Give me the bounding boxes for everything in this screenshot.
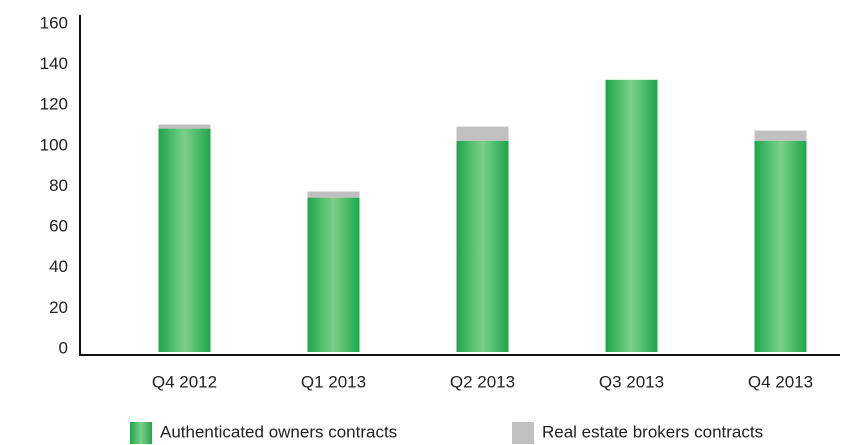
x-tick-label: Q1 2013	[301, 372, 366, 391]
bar-segment	[158, 124, 211, 129]
bar-segment	[307, 197, 360, 352]
x-tick-label: Q3 2013	[599, 372, 664, 391]
y-tick-label: 60	[49, 217, 68, 236]
bar-segment	[754, 130, 807, 141]
y-tick-label: 80	[49, 176, 68, 195]
legend-swatch	[512, 422, 534, 444]
y-tick-label: 160	[40, 13, 68, 32]
legend-label: Real estate brokers contracts	[542, 422, 763, 441]
bar-segment	[307, 191, 360, 198]
x-tick-label: Q4 2013	[748, 372, 813, 391]
bar-segment	[456, 126, 509, 141]
legend-swatch	[130, 422, 152, 444]
y-tick-label: 140	[40, 54, 68, 73]
bar-segment	[605, 79, 658, 352]
y-tick-label: 100	[40, 135, 68, 154]
x-tick-label: Q2 2013	[450, 372, 515, 391]
y-tick-label: 0	[59, 338, 68, 357]
y-tick-label: 20	[49, 298, 68, 317]
bar-segment	[456, 140, 509, 352]
legend-label: Authenticated owners contracts	[160, 422, 397, 441]
x-tick-label: Q4 2012	[152, 372, 217, 391]
y-tick-label: 40	[49, 257, 68, 276]
y-tick-label: 120	[40, 95, 68, 114]
bar-segment	[754, 140, 807, 352]
bar-segment	[158, 128, 211, 352]
